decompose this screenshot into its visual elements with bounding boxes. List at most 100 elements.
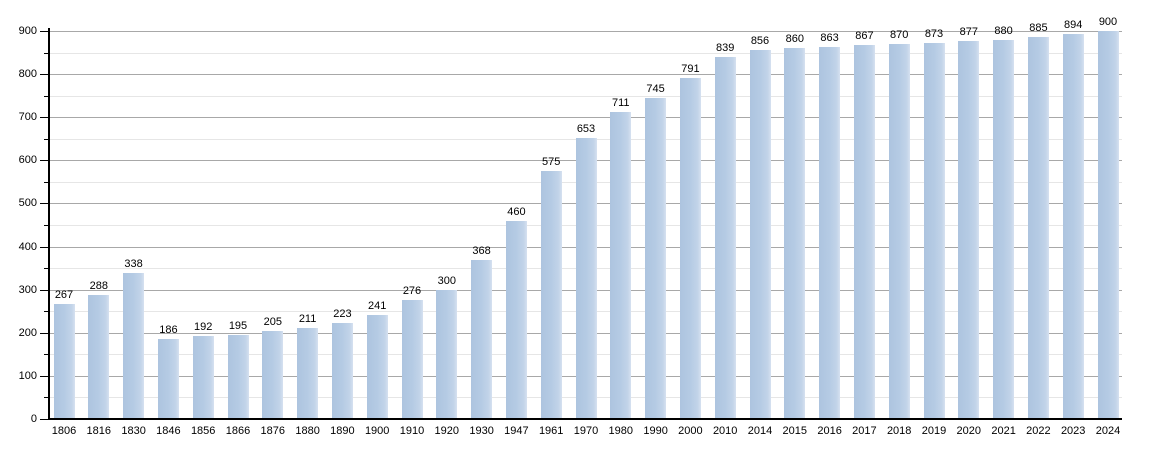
value-label-2015: 860 (785, 33, 804, 46)
y-major-tick (40, 160, 50, 162)
minor-gridline (50, 52, 1122, 54)
bar-1970 (575, 137, 597, 419)
bar-2016 (819, 46, 841, 419)
bar-1930 (471, 260, 493, 419)
value-label-1900: 241 (368, 300, 387, 313)
bar-1880 (297, 328, 319, 419)
value-label-1947: 460 (507, 205, 526, 218)
x-axis-label-2017: 2017 (852, 425, 877, 437)
value-label-1920: 300 (437, 274, 456, 287)
y-major-tick (40, 332, 50, 334)
x-axis-label-1876: 1876 (260, 425, 286, 437)
bar-1876 (262, 330, 284, 419)
y-axis-tick-label: 0 (30, 413, 37, 425)
y-major-tick (40, 74, 50, 76)
bar-2021 (993, 39, 1015, 419)
x-axis-label-1947: 1947 (504, 425, 529, 437)
y-axis-line (48, 28, 50, 420)
value-label-1970: 653 (576, 122, 596, 135)
value-label-1830: 338 (124, 258, 143, 271)
y-axis-tick-label: 100 (18, 369, 37, 382)
bar-2022 (1027, 37, 1049, 419)
x-axis-label-2019: 2019 (921, 425, 947, 437)
x-axis-label-1970: 1970 (573, 425, 599, 437)
x-axis-label-2018: 2018 (886, 425, 912, 437)
x-axis-label-2014: 2014 (747, 425, 773, 437)
bar-2014 (749, 49, 771, 419)
bar-1846 (157, 338, 179, 419)
bar-1910 (401, 300, 423, 419)
x-axis-label-2022: 2022 (1026, 425, 1051, 437)
minor-gridline (50, 95, 1122, 97)
x-axis-label-1856: 1856 (190, 425, 216, 437)
bar-1990 (645, 97, 667, 419)
y-major-tick (40, 419, 50, 420)
x-axis-label-1846: 1846 (156, 425, 181, 437)
bar-1961 (540, 171, 562, 419)
x-axis-label-2000: 2000 (678, 425, 703, 437)
y-axis-tick-label: 700 (18, 111, 37, 124)
bar-1830 (123, 273, 145, 419)
y-major-tick (40, 246, 50, 248)
major-gridline (50, 31, 1122, 32)
value-label-2016: 863 (820, 31, 839, 44)
value-label-2018: 870 (890, 28, 909, 41)
value-label-2010: 839 (716, 42, 735, 55)
plot-area: 267 1806 288 1816 338 1830 186 1846 192 1856 195 18… (48, 16, 1122, 437)
value-label-1846: 186 (159, 323, 178, 336)
x-axis-label-1980: 1980 (608, 425, 634, 437)
bar-1900 (366, 315, 388, 419)
x-axis-label-1930: 1930 (469, 425, 494, 437)
bar-2000 (679, 78, 701, 419)
x-axis-label-2010: 2010 (712, 425, 738, 437)
y-major-tick (40, 117, 50, 119)
y-axis-tick-label: 600 (18, 154, 37, 167)
x-axis-label-2015: 2015 (782, 425, 808, 437)
x-axis-label-1830: 1830 (121, 425, 146, 437)
x-axis-label-2020: 2020 (956, 425, 982, 437)
x-axis-label-1816: 1816 (86, 425, 112, 437)
x-axis-label-2024: 2024 (1095, 425, 1121, 437)
value-label-1876: 205 (263, 315, 282, 328)
value-label-1980: 711 (612, 97, 630, 110)
major-gridline (50, 117, 1122, 119)
value-label-2024: 900 (1098, 16, 1118, 28)
y-minor-tick (44, 95, 50, 97)
bar-2019 (923, 42, 945, 419)
y-axis-tick-label: 200 (18, 326, 37, 339)
value-label-2020: 877 (959, 25, 978, 38)
x-axis-label-2023: 2023 (1060, 425, 1086, 437)
bar-1890 (331, 322, 353, 419)
value-label-1910: 276 (402, 285, 422, 298)
y-major-tick (40, 203, 50, 205)
bar-1816 (88, 294, 110, 419)
y-axis-tick-label: 500 (18, 197, 37, 210)
value-label-1990: 745 (646, 82, 665, 95)
value-label-1856: 192 (194, 321, 213, 334)
value-label-2019: 873 (924, 27, 944, 40)
value-label-2014: 856 (750, 34, 770, 47)
x-axis-line (48, 418, 1122, 420)
value-label-2000: 791 (681, 63, 700, 75)
value-label-1961: 575 (542, 156, 561, 169)
value-label-2021: 880 (994, 24, 1013, 37)
y-axis-tick-label: 800 (18, 68, 37, 81)
bar-1866 (227, 334, 249, 419)
x-axis-label-1961: 1961 (538, 425, 564, 437)
value-label-1930: 368 (472, 245, 491, 258)
y-minor-tick (44, 354, 50, 356)
x-axis-label-1890: 1890 (330, 425, 355, 437)
bar-1920 (436, 289, 458, 419)
y-major-tick (40, 375, 50, 377)
value-label-1890: 223 (333, 307, 352, 320)
y-axis-tick-label: 300 (18, 283, 37, 296)
y-minor-tick (44, 52, 50, 54)
y-axis-tick-label: 400 (18, 240, 37, 253)
x-axis-label-2016: 2016 (817, 425, 842, 437)
value-label-1806: 267 (54, 288, 74, 301)
value-label-1866: 195 (228, 319, 248, 332)
major-gridline (50, 74, 1122, 76)
y-minor-tick (44, 181, 50, 183)
y-axis-tick-label: 900 (18, 25, 37, 37)
